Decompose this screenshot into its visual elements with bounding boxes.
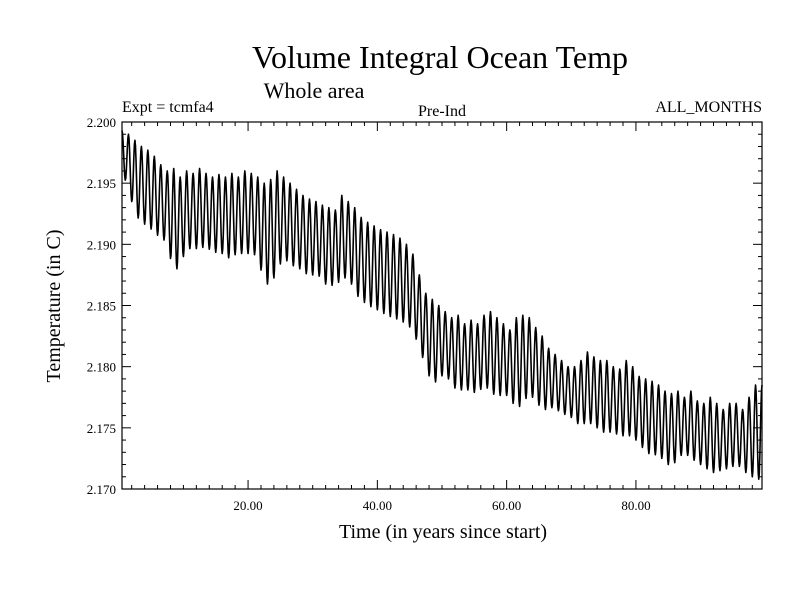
months-label: ALL_MONTHS bbox=[655, 99, 762, 116]
x-tick-labels: 20.00 40.00 60.00 80.00 bbox=[233, 498, 650, 513]
x-tick-label: 40.00 bbox=[363, 498, 392, 513]
y-tick-label: 2.180 bbox=[87, 360, 116, 375]
y-tick-label: 2.175 bbox=[87, 421, 116, 436]
temperature-series-line bbox=[121, 130, 763, 481]
y-tick-label: 2.195 bbox=[87, 176, 116, 191]
run-label: Pre-Ind bbox=[418, 103, 466, 120]
x-tick-label: 80.00 bbox=[621, 498, 650, 513]
y-tick-label: 2.185 bbox=[87, 299, 116, 314]
x-tick-label: 60.00 bbox=[492, 498, 521, 513]
chart-title: Volume Integral Ocean Temp bbox=[252, 39, 628, 75]
y-tick-label: 2.170 bbox=[87, 482, 116, 497]
y-axis-label: Temperature (in C) bbox=[43, 230, 65, 383]
x-tick-label: 20.00 bbox=[233, 498, 262, 513]
y-tick-label: 2.200 bbox=[87, 115, 116, 130]
plot-frame bbox=[121, 121, 763, 490]
y-tick-label: 2.190 bbox=[87, 237, 116, 252]
x-axis-label: Time (in years since start) bbox=[339, 521, 547, 543]
y-tick-labels: 2.170 2.175 2.180 2.185 2.190 2.195 2.200 bbox=[87, 115, 116, 497]
chart-subtitle: Whole area bbox=[264, 78, 365, 103]
expt-label: Expt = tcmfa4 bbox=[122, 99, 214, 116]
